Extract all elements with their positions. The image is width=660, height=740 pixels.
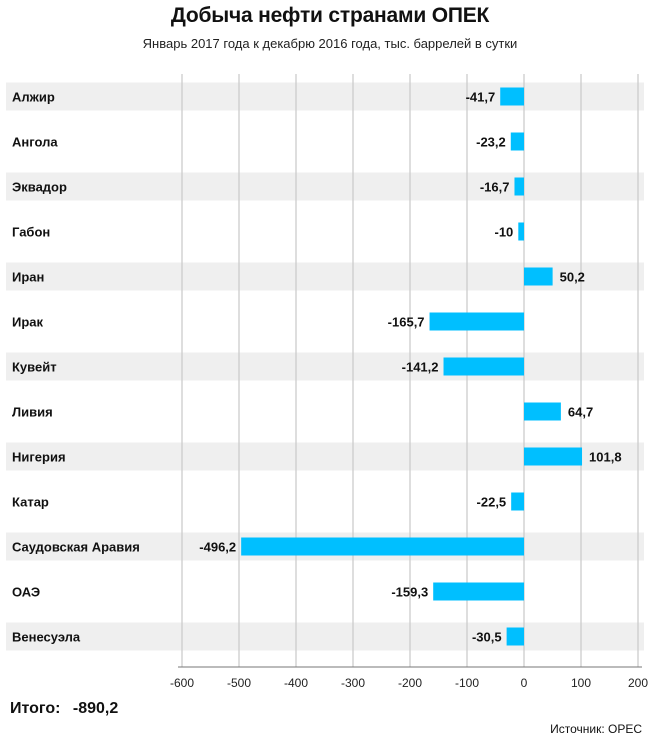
- bar: [500, 87, 524, 106]
- value-label: -30,5: [472, 630, 502, 645]
- row-band: [6, 352, 644, 381]
- total-value: -890,2: [72, 700, 119, 717]
- bar: [514, 177, 524, 196]
- category-label: Ливия: [12, 405, 53, 420]
- x-tick-label: -100: [455, 676, 479, 690]
- bar: [443, 357, 524, 376]
- bar: [429, 312, 524, 331]
- value-label: -165,7: [388, 315, 425, 330]
- value-label: -10: [495, 225, 514, 240]
- x-tick-label: -500: [227, 676, 251, 690]
- x-tick-label: -400: [284, 676, 308, 690]
- x-tick-label: 100: [571, 676, 591, 690]
- x-tick-label: 0: [521, 676, 528, 690]
- bar: [524, 267, 553, 286]
- value-label: -41,7: [466, 90, 496, 105]
- value-label: -159,3: [391, 585, 428, 600]
- value-label: -496,2: [199, 540, 236, 555]
- row-band: [6, 622, 644, 651]
- category-label: Габон: [12, 225, 50, 240]
- category-label: Катар: [12, 495, 49, 510]
- category-label: Ангола: [12, 135, 58, 150]
- value-label: -16,7: [480, 180, 510, 195]
- category-label: ОАЭ: [12, 585, 40, 600]
- x-tick-label: -600: [170, 676, 194, 690]
- bar: [433, 582, 524, 601]
- bar: [518, 222, 524, 241]
- bar: [524, 402, 561, 421]
- bar: [511, 492, 524, 511]
- row-band: [6, 172, 644, 201]
- value-label: 64,7: [568, 405, 593, 420]
- bar: [510, 132, 524, 151]
- category-label: Саудовская Аравия: [12, 540, 140, 555]
- x-tick-label: -300: [341, 676, 365, 690]
- source-note: Источник: OPEC: [550, 722, 642, 736]
- bar: [524, 447, 583, 466]
- value-label: -141,2: [402, 360, 439, 375]
- value-label: -22,5: [477, 495, 507, 510]
- category-label: Алжир: [12, 90, 55, 105]
- x-tick-label: -200: [398, 676, 422, 690]
- value-label: 101,8: [589, 450, 622, 465]
- category-label: Иран: [12, 270, 44, 285]
- total-summary: Итого: -890,2: [10, 700, 118, 718]
- category-label: Кувейт: [12, 360, 57, 375]
- category-label: Венесуэла: [12, 630, 81, 645]
- bar-chart: -600 -500 -400 -300 -200 -100 0 100 200 Алжир -41,…: [6, 74, 648, 690]
- total-label: Итого:: [10, 700, 61, 717]
- category-label: Ирак: [12, 315, 44, 330]
- bar: [241, 537, 524, 556]
- bar: [506, 627, 524, 646]
- chart-title: Добыча нефти странами ОПЕК: [170, 4, 490, 27]
- category-label: Нигерия: [12, 450, 66, 465]
- chart-subtitle: Январь 2017 года к декабрю 2016 года, ты…: [142, 36, 518, 51]
- value-label: 50,2: [560, 270, 585, 285]
- category-label: Эквадор: [12, 180, 67, 195]
- row-band: [6, 82, 644, 111]
- value-label: -23,2: [476, 135, 506, 150]
- x-tick-label: 200: [628, 676, 648, 690]
